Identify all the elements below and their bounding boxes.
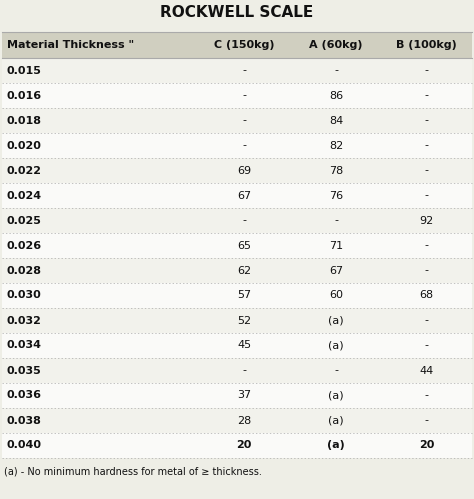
Text: 0.016: 0.016: [7, 90, 42, 100]
Text: C (150kg): C (150kg): [214, 40, 274, 50]
Text: -: -: [242, 115, 246, 126]
Text: 67: 67: [237, 191, 251, 201]
Text: 0.038: 0.038: [7, 416, 42, 426]
Text: 67: 67: [329, 265, 343, 275]
Text: B (100kg): B (100kg): [396, 40, 457, 50]
Bar: [2, 283, 472, 308]
Text: 0.028: 0.028: [7, 265, 42, 275]
Text: 69: 69: [237, 166, 251, 176]
Text: -: -: [242, 365, 246, 376]
Text: -: -: [334, 65, 338, 75]
Text: -: -: [425, 191, 428, 201]
Text: (a): (a): [328, 416, 344, 426]
Text: 28: 28: [237, 416, 251, 426]
Text: 20: 20: [419, 441, 434, 451]
Text: 0.035: 0.035: [7, 365, 42, 376]
Text: 52: 52: [237, 315, 251, 325]
Text: 84: 84: [329, 115, 343, 126]
Text: ROCKWELL SCALE: ROCKWELL SCALE: [160, 4, 314, 19]
Text: 0.020: 0.020: [7, 141, 42, 151]
Text: -: -: [425, 315, 428, 325]
Text: -: -: [425, 391, 428, 401]
Bar: [2, 233, 472, 258]
Bar: [2, 133, 472, 158]
Text: -: -: [242, 141, 246, 151]
Text: -: -: [425, 166, 428, 176]
Text: 82: 82: [329, 141, 343, 151]
Bar: [2, 183, 472, 208]
Bar: [2, 358, 472, 383]
Text: -: -: [425, 141, 428, 151]
Text: -: -: [425, 65, 428, 75]
Bar: [2, 383, 472, 408]
Text: -: -: [242, 90, 246, 100]
Text: -: -: [425, 265, 428, 275]
Text: -: -: [242, 216, 246, 226]
Text: 65: 65: [237, 241, 251, 250]
Text: A (60kg): A (60kg): [310, 40, 363, 50]
Text: -: -: [425, 340, 428, 350]
Text: 86: 86: [329, 90, 343, 100]
Text: 92: 92: [419, 216, 434, 226]
Bar: [2, 433, 472, 458]
Text: 0.024: 0.024: [7, 191, 42, 201]
Text: (a): (a): [328, 391, 344, 401]
Text: (a): (a): [328, 315, 344, 325]
Bar: [2, 83, 472, 108]
Text: 60: 60: [329, 290, 343, 300]
Text: 0.040: 0.040: [7, 441, 42, 451]
Text: (a): (a): [328, 340, 344, 350]
Text: 0.022: 0.022: [7, 166, 42, 176]
Bar: [2, 258, 472, 283]
Bar: [2, 108, 472, 133]
Text: 57: 57: [237, 290, 251, 300]
Text: 68: 68: [419, 290, 434, 300]
Bar: [2, 333, 472, 358]
Text: -: -: [334, 216, 338, 226]
Bar: [2, 208, 472, 233]
Text: 0.018: 0.018: [7, 115, 42, 126]
Text: -: -: [425, 241, 428, 250]
Text: 0.025: 0.025: [7, 216, 42, 226]
Text: Material Thickness ": Material Thickness ": [7, 40, 134, 50]
Text: 44: 44: [419, 365, 434, 376]
Text: -: -: [242, 65, 246, 75]
Bar: [2, 58, 472, 83]
Text: 0.036: 0.036: [7, 391, 42, 401]
Text: -: -: [425, 115, 428, 126]
Text: (a) - No minimum hardness for metal of ≥ thickness.: (a) - No minimum hardness for metal of ≥…: [4, 467, 262, 477]
Bar: [2, 32, 472, 58]
Text: 37: 37: [237, 391, 251, 401]
Text: 20: 20: [237, 441, 252, 451]
Text: -: -: [425, 90, 428, 100]
Text: 0.032: 0.032: [7, 315, 42, 325]
Text: 45: 45: [237, 340, 251, 350]
Text: -: -: [334, 365, 338, 376]
Bar: [2, 308, 472, 333]
Text: 76: 76: [329, 191, 343, 201]
Text: 0.034: 0.034: [7, 340, 42, 350]
Bar: [2, 158, 472, 183]
Text: 0.026: 0.026: [7, 241, 42, 250]
Text: 71: 71: [329, 241, 343, 250]
Text: 62: 62: [237, 265, 251, 275]
Text: 0.030: 0.030: [7, 290, 42, 300]
Text: -: -: [425, 416, 428, 426]
Text: (a): (a): [327, 441, 345, 451]
Bar: [2, 408, 472, 433]
Text: 0.015: 0.015: [7, 65, 42, 75]
Text: 78: 78: [329, 166, 343, 176]
